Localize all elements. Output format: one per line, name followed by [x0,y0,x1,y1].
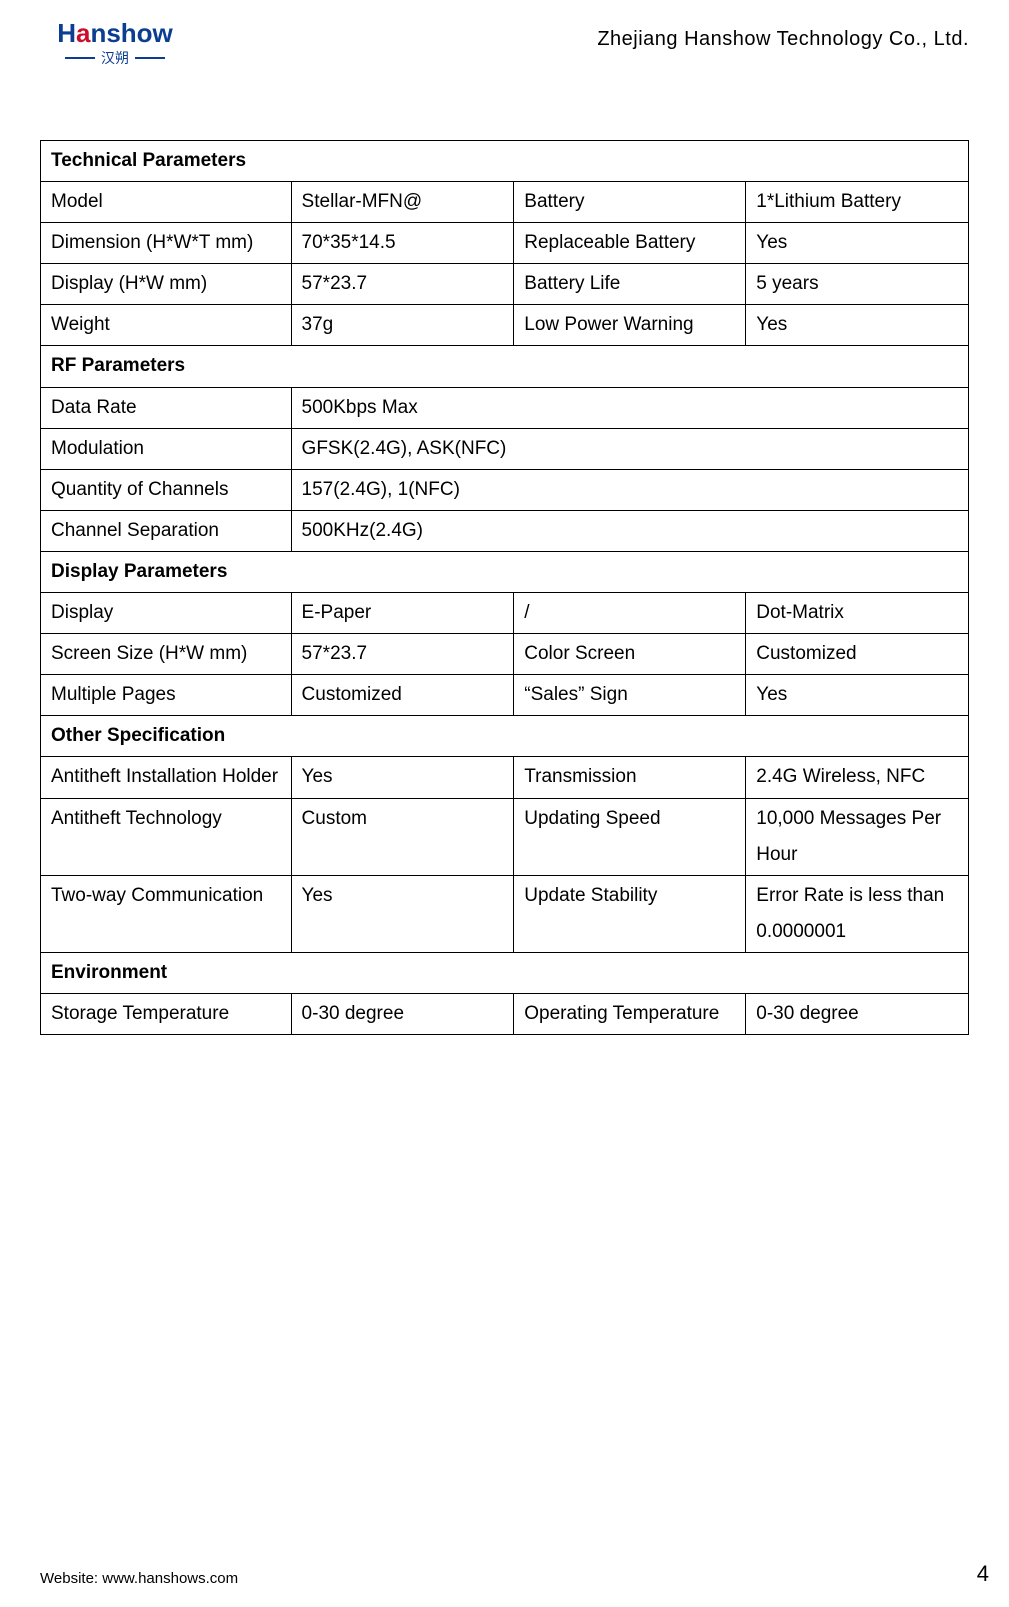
company-logo: Hanshow 汉朔 [40,20,190,70]
section-environment: Environment [41,952,969,993]
table-row: Antitheft Technology Custom Updating Spe… [41,798,969,875]
table-cell: Stellar-MFN@ [291,182,514,223]
table-cell: Custom [291,798,514,875]
section-title: Technical Parameters [41,141,969,182]
table-cell: Low Power Warning [514,305,746,346]
table-cell: 57*23.7 [291,264,514,305]
table-cell: 500KHz(2.4G) [291,510,968,551]
table-cell: “Sales” Sign [514,675,746,716]
table-cell: Screen Size (H*W mm) [41,634,292,675]
table-cell: Antitheft Installation Holder [41,757,292,798]
table-cell: Customized [746,634,969,675]
table-row: Weight 37g Low Power Warning Yes [41,305,969,346]
page-header: Hanshow 汉朔 Zhejiang Hanshow Technology C… [40,20,969,70]
section-display: Display Parameters [41,551,969,592]
table-cell: Quantity of Channels [41,469,292,510]
table-cell: Yes [746,305,969,346]
table-cell: Yes [746,675,969,716]
table-cell: GFSK(2.4G), ASK(NFC) [291,428,968,469]
table-cell: Yes [291,875,514,952]
table-cell: Channel Separation [41,510,292,551]
table-cell: Display [41,593,292,634]
table-cell: 70*35*14.5 [291,223,514,264]
table-cell: Data Rate [41,387,292,428]
table-cell: Display (H*W mm) [41,264,292,305]
table-cell: Multiple Pages [41,675,292,716]
logo-wordmark: Hanshow [57,20,173,46]
section-title: Other Specification [41,716,969,757]
table-cell: 5 years [746,264,969,305]
table-cell: 57*23.7 [291,634,514,675]
table-cell: Model [41,182,292,223]
table-row: Storage Temperature 0-30 degree Operatin… [41,993,969,1034]
section-title: Display Parameters [41,551,969,592]
table-cell: Error Rate is less than 0.0000001 [746,875,969,952]
section-other: Other Specification [41,716,969,757]
section-technical: Technical Parameters [41,141,969,182]
table-cell: Battery Life [514,264,746,305]
table-cell: 0-30 degree [291,993,514,1034]
table-cell: Dot-Matrix [746,593,969,634]
table-row: Channel Separation 500KHz(2.4G) [41,510,969,551]
table-cell: Transmission [514,757,746,798]
table-cell: Update Stability [514,875,746,952]
specification-table: Technical Parameters Model Stellar-MFN@ … [40,140,969,1035]
table-row: Multiple Pages Customized “Sales” Sign Y… [41,675,969,716]
table-row: Antitheft Installation Holder Yes Transm… [41,757,969,798]
table-row: Quantity of Channels 157(2.4G), 1(NFC) [41,469,969,510]
table-cell: E-Paper [291,593,514,634]
table-row: Two-way Communication Yes Update Stabili… [41,875,969,952]
table-cell: Weight [41,305,292,346]
table-cell: Two-way Communication [41,875,292,952]
section-title: RF Parameters [41,346,969,387]
table-cell: 500Kbps Max [291,387,968,428]
table-cell: Dimension (H*W*T mm) [41,223,292,264]
table-cell: 10,000 Messages Per Hour [746,798,969,875]
table-row: Display E-Paper / Dot-Matrix [41,593,969,634]
table-cell: Storage Temperature [41,993,292,1034]
table-cell: Modulation [41,428,292,469]
table-cell: 0-30 degree [746,993,969,1034]
table-cell: Yes [746,223,969,264]
table-cell: Updating Speed [514,798,746,875]
page-number: 4 [977,1561,989,1587]
section-rf: RF Parameters [41,346,969,387]
table-cell: Yes [291,757,514,798]
company-name: Zhejiang Hanshow Technology Co., Ltd. [597,28,969,51]
table-row: Model Stellar-MFN@ Battery 1*Lithium Bat… [41,182,969,223]
table-row: Dimension (H*W*T mm) 70*35*14.5 Replacea… [41,223,969,264]
table-cell: Customized [291,675,514,716]
table-cell: 37g [291,305,514,346]
table-cell: 2.4G Wireless, NFC [746,757,969,798]
website-text: Website: www.hanshows.com [40,1570,238,1587]
table-row: Modulation GFSK(2.4G), ASK(NFC) [41,428,969,469]
table-cell: Replaceable Battery [514,223,746,264]
table-row: Data Rate 500Kbps Max [41,387,969,428]
page: Hanshow 汉朔 Zhejiang Hanshow Technology C… [0,0,1009,1607]
logo-subtext: 汉朔 [65,48,165,68]
table-cell: / [514,593,746,634]
section-title: Environment [41,952,969,993]
table-cell: Color Screen [514,634,746,675]
table-cell: 1*Lithium Battery [746,182,969,223]
table-cell: Operating Temperature [514,993,746,1034]
page-footer: Website: www.hanshows.com 4 [40,1561,989,1587]
table-cell: Battery [514,182,746,223]
table-row: Screen Size (H*W mm) 57*23.7 Color Scree… [41,634,969,675]
table-row: Display (H*W mm) 57*23.7 Battery Life 5 … [41,264,969,305]
table-cell: Antitheft Technology [41,798,292,875]
table-cell: 157(2.4G), 1(NFC) [291,469,968,510]
